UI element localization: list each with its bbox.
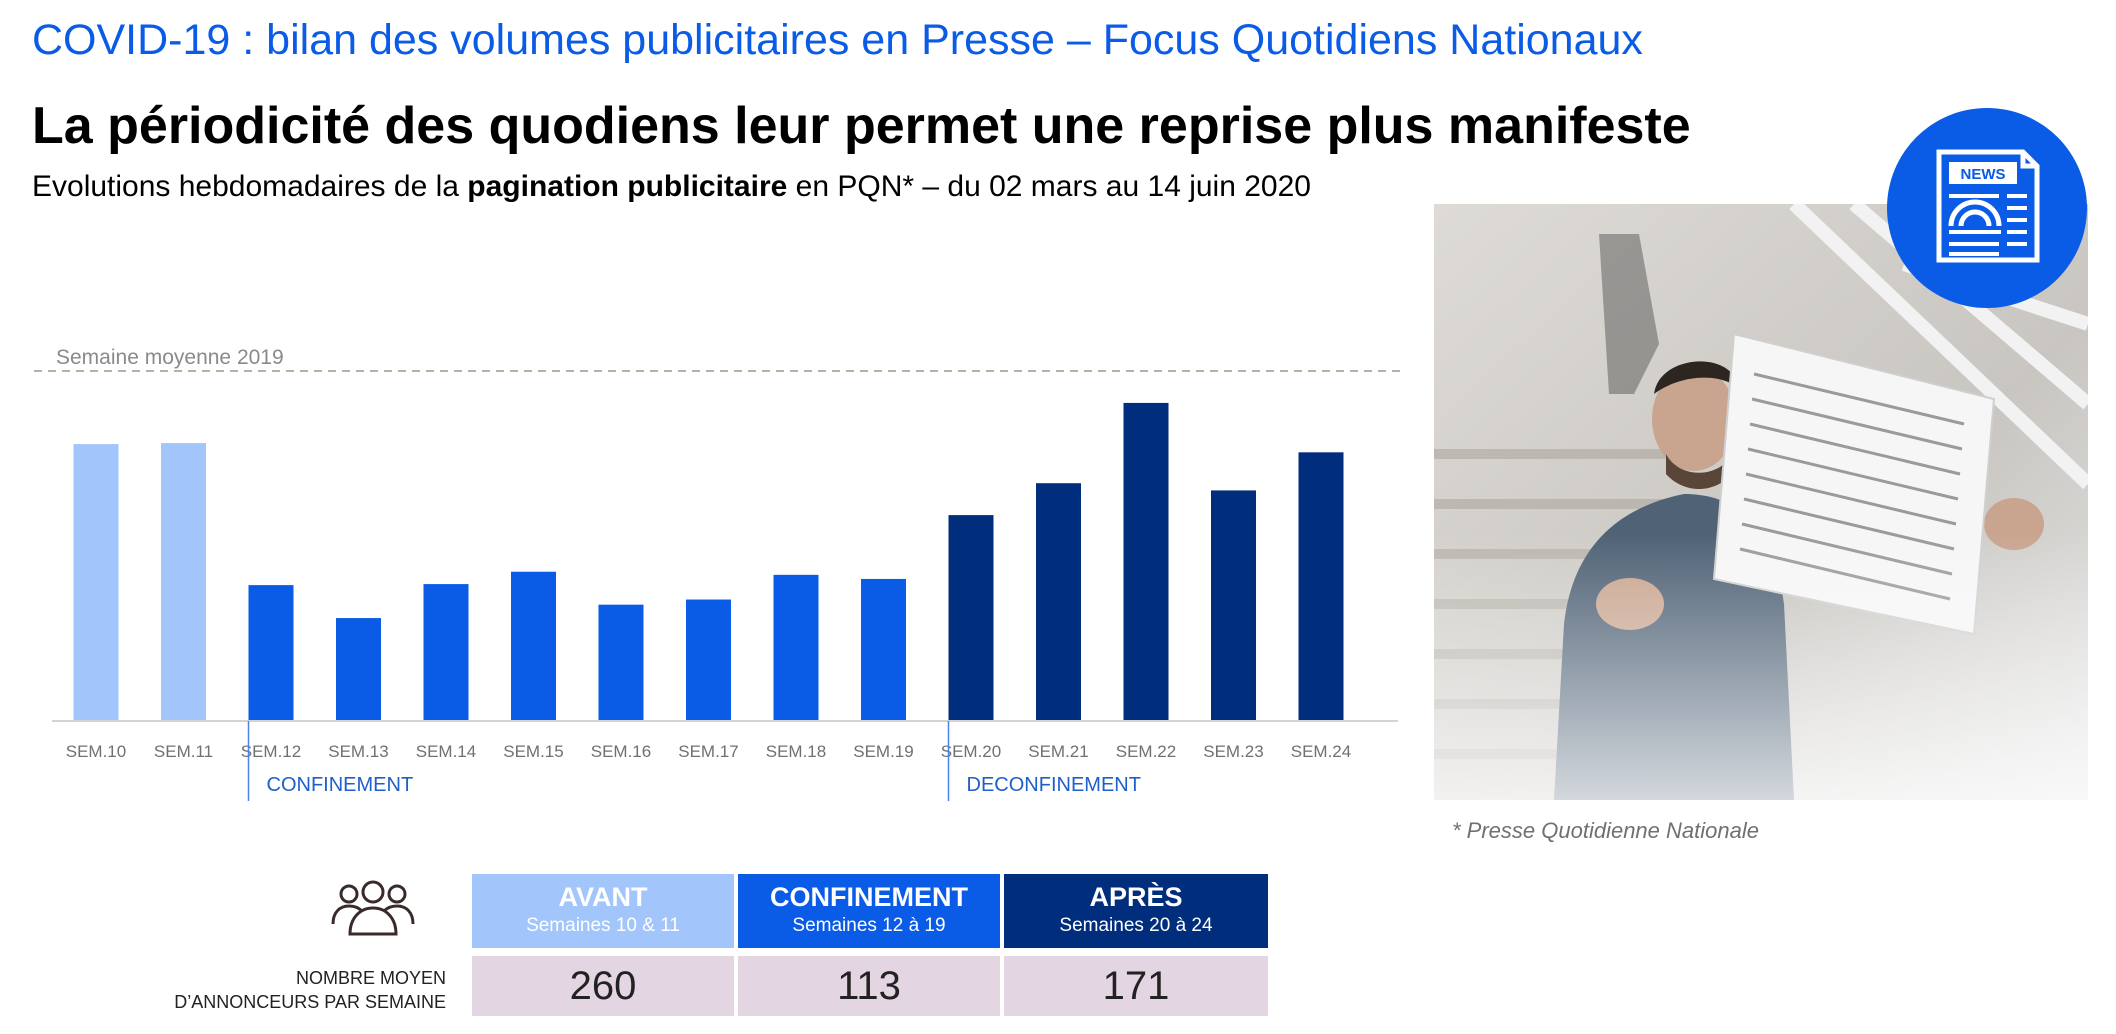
bar-sem-22: [1123, 402, 1169, 721]
x-tick-label: SEM.15: [503, 742, 563, 761]
photo-illustration: [1434, 204, 2088, 800]
x-tick-label: SEM.20: [941, 742, 1001, 761]
x-tick-label: SEM.19: [853, 742, 913, 761]
subtitle-post: en PQN* – du 02 mars au 14 juin 2020: [787, 170, 1311, 203]
bar-sem-17: [686, 599, 731, 721]
man-reading-newspaper-photo: [1434, 204, 2088, 800]
subtitle-bold: pagination publicitaire: [467, 170, 788, 203]
newspaper-icon: NEWS: [1936, 149, 2040, 263]
x-tick-label: SEM.11: [154, 742, 213, 761]
bar-sem-10: [73, 444, 119, 721]
newspaper-badge: NEWS: [1887, 108, 2087, 308]
column-header-label: CONFINEMENT: [770, 882, 968, 912]
bar-sem-11: [161, 443, 206, 721]
x-tick-label: SEM.22: [1116, 742, 1176, 761]
column-header-sublabel: Semaines 10 & 11: [526, 915, 680, 936]
chart-subtitle: Evolutions hebdomadaires de la paginatio…: [32, 170, 1311, 204]
bar-sem-23: [1211, 490, 1256, 721]
bar-sem-16: [598, 604, 644, 721]
column-header-sublabel: Semaines 12 à 19: [792, 915, 946, 936]
column-header-confinement: CONFINEMENT Semaines 12 à 19: [738, 874, 1000, 948]
bar-chart: Semaine moyenne 2019 SEM.10 SEM.11 SEM.12 S…: [34, 346, 1400, 801]
phase-marker-label: CONFINEMENT: [267, 774, 414, 796]
x-tick-label: SEM.12: [241, 742, 301, 761]
bar-sem-13: [336, 618, 381, 721]
table-row-label: NOMBRE MOYEN D’ANNONCEURS PAR SEMAINE: [120, 966, 446, 1014]
page-top-title: COVID-19 : bilan des volumes publicitair…: [32, 16, 1643, 64]
page-headline: La périodicité des quodiens leur permet …: [32, 97, 1691, 155]
x-tick-label: SEM.10: [66, 742, 126, 761]
reference-line-label: Semaine moyenne 2019: [56, 346, 284, 369]
footnote: * Presse Quotidienne Nationale: [1452, 818, 1759, 843]
value-cell-avant: 260: [472, 956, 734, 1016]
bar-sem-24: [1298, 452, 1344, 721]
bar-sem-14: [423, 584, 469, 721]
x-tick-label: SEM.16: [591, 742, 651, 761]
x-tick-label: SEM.23: [1203, 742, 1263, 761]
bar-sem-15: [511, 571, 556, 721]
bar-sem-20: [948, 515, 994, 721]
row-label-line2: D’ANNONCEURS PAR SEMAINE: [174, 992, 446, 1012]
phase-marker-label: DECONFINEMENT: [967, 774, 1141, 796]
x-tick-label: SEM.24: [1291, 742, 1351, 761]
phase-annotations: CONFINEMENT DECONFINEMENT: [247, 721, 1141, 801]
x-tick-label: SEM.21: [1028, 742, 1088, 761]
bars-group: [73, 402, 1344, 721]
people-icon: [331, 880, 415, 936]
subtitle-pre: Evolutions hebdomadaires de la: [32, 170, 468, 203]
row-label-line1: NOMBRE MOYEN: [295, 968, 446, 988]
column-header-sublabel: Semaines 20 à 24: [1059, 915, 1213, 936]
x-tick-label: SEM.13: [328, 742, 388, 761]
value-cell-confinement: 113: [738, 956, 1000, 1016]
x-tick-label: SEM.17: [678, 742, 738, 761]
column-header-label: AVANT: [558, 882, 648, 912]
x-tick-labels: SEM.10 SEM.11 SEM.12 SEM.13 SEM.14 SEM.15 SEM.…: [66, 742, 1351, 761]
bar-sem-18: [773, 574, 819, 721]
bar-sem-12: [248, 585, 294, 721]
bar-sem-21: [1036, 483, 1081, 721]
column-header-apres: APRÈS Semaines 20 à 24: [1004, 874, 1268, 948]
column-header-avant: AVANT Semaines 10 & 11: [472, 874, 734, 948]
x-tick-label: SEM.14: [416, 742, 476, 761]
bar-sem-19: [861, 578, 906, 721]
x-tick-label: SEM.18: [766, 742, 826, 761]
news-badge-text: NEWS: [1961, 166, 2006, 183]
column-header-label: APRÈS: [1089, 882, 1183, 912]
value-cell-apres: 171: [1004, 956, 1268, 1016]
